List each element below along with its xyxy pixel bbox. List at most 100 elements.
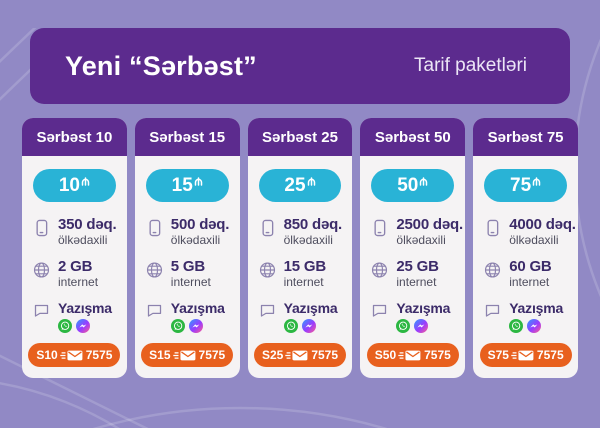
- internet-value: 2 GB: [58, 257, 93, 275]
- phone-icon: [258, 217, 277, 239]
- whatsapp-icon: [284, 319, 298, 333]
- manat-icon: [532, 177, 541, 186]
- chat-icon: [483, 301, 502, 319]
- tariff-name: Sərbəst 15: [134, 118, 240, 156]
- sms-envelope-icon: [285, 349, 309, 362]
- messenger-icon: [527, 319, 541, 333]
- minutes-feature: 500 dəq. ölkədaxili: [145, 216, 231, 249]
- internet-feature: 5 GB internet: [145, 258, 231, 291]
- globe-icon: [370, 259, 389, 281]
- globe-icon: [258, 259, 277, 281]
- minutes-note: ölkədaxili: [396, 233, 446, 248]
- chat-icon: [145, 301, 164, 319]
- sms-order-button[interactable]: S25 7575: [253, 343, 347, 367]
- sms-order-button[interactable]: S50 7575: [366, 343, 459, 367]
- messenger-icon: [414, 319, 428, 333]
- phone-icon: [32, 217, 51, 239]
- messaging-feature: Yazışma: [32, 300, 118, 333]
- sms-number: 7575: [536, 348, 564, 362]
- manat-icon: [419, 177, 428, 186]
- tariff-card-body: 75 4000 dəq. ölkədaxili 60 GB internet: [473, 156, 578, 378]
- price-pill: 15: [145, 169, 229, 202]
- chat-icon: [32, 301, 51, 319]
- internet-note: internet: [509, 275, 550, 290]
- globe-icon: [32, 259, 51, 281]
- messaging-apps: [396, 319, 450, 333]
- messaging-feature: Yazışma: [258, 300, 344, 333]
- sms-order-button[interactable]: S15 7575: [141, 343, 234, 367]
- tariff-card-body: 25 850 dəq. ölkədaxili 15 GB internet: [248, 156, 353, 378]
- internet-note: internet: [283, 275, 324, 290]
- header-panel: Yeni “Sərbəst” Tarif paketləri: [30, 28, 570, 104]
- minutes-feature: 2500 dəq. ölkədaxili: [370, 216, 463, 249]
- messenger-icon: [302, 319, 316, 333]
- price-pill: 50: [371, 169, 455, 202]
- sms-order-button[interactable]: S75 7575: [479, 343, 572, 367]
- tariff-name: Sərbəst 10: [22, 118, 127, 156]
- minutes-note: ölkədaxili: [170, 233, 221, 248]
- tariff-cards-row: Sərbəst 10 10 350 dəq. ölkədaxili 2 GB i…: [22, 118, 578, 378]
- tariff-card: Sərbəst 75 75 4000 dəq. ölkədaxili 60 GB…: [473, 118, 578, 378]
- messaging-feature: Yazışma: [370, 300, 456, 333]
- whatsapp-icon: [58, 319, 72, 333]
- messaging-label: Yazışma: [283, 299, 338, 316]
- internet-value: 5 GB: [170, 257, 206, 275]
- whatsapp-icon: [171, 319, 185, 333]
- messaging-feature: Yazışma: [145, 300, 231, 333]
- internet-value: 15 GB: [283, 257, 327, 275]
- sms-envelope-icon: [398, 349, 422, 362]
- minutes-note: ölkədaxili: [509, 233, 559, 248]
- sms-order-button[interactable]: S10 7575: [28, 343, 121, 367]
- messaging-apps: [58, 319, 112, 333]
- messaging-label: Yazışma: [396, 299, 451, 316]
- messaging-label: Yazışma: [58, 299, 112, 316]
- internet-feature: 60 GB internet: [483, 258, 569, 291]
- internet-feature: 15 GB internet: [258, 258, 344, 291]
- chat-icon: [258, 301, 277, 319]
- sms-code: S10: [36, 348, 58, 362]
- tariff-card: Sərbəst 50 50 2500 dəq. ölkədaxili 25 GB…: [360, 118, 466, 378]
- sms-code: S75: [487, 348, 509, 362]
- price-pill: 10: [33, 169, 116, 202]
- sms-code: S50: [374, 348, 397, 362]
- sms-envelope-icon: [511, 349, 535, 362]
- messaging-apps: [284, 319, 338, 333]
- price-value: 50: [397, 174, 419, 196]
- minutes-note: ölkədaxili: [283, 233, 333, 248]
- sms-number: 7575: [311, 348, 339, 362]
- messaging-apps: [171, 319, 225, 333]
- tariff-name: Sərbəst 25: [247, 118, 353, 156]
- minutes-value: 2500 dəq.: [396, 216, 463, 233]
- manat-icon: [81, 177, 90, 186]
- phone-icon: [370, 217, 389, 239]
- messenger-icon: [76, 319, 90, 333]
- phone-icon: [145, 217, 164, 239]
- manat-icon: [194, 177, 203, 186]
- minutes-value: 850 dəq.: [283, 216, 343, 233]
- messenger-icon: [189, 319, 203, 333]
- sms-envelope-icon: [60, 349, 84, 362]
- tariff-card-body: 50 2500 dəq. ölkədaxili 25 GB internet: [360, 156, 465, 378]
- messaging-label: Yazışma: [509, 299, 564, 316]
- internet-note: internet: [58, 275, 99, 290]
- page-subtitle: Tarif paketləri: [414, 55, 527, 76]
- whatsapp-icon: [509, 319, 523, 333]
- tariff-name: Sərbəst 75: [473, 118, 578, 156]
- messaging-apps: [509, 319, 563, 333]
- sms-number: 7575: [424, 348, 451, 362]
- tariff-card-body: 15 500 dəq. ölkədaxili 5 GB internet: [135, 156, 240, 378]
- minutes-value: 4000 dəq.: [509, 216, 576, 233]
- sms-number: 7575: [198, 348, 226, 362]
- minutes-note: ölkədaxili: [58, 233, 108, 248]
- messaging-label: Yazışma: [170, 299, 225, 316]
- tariff-card: Sərbəst 15 15 500 dəq. ölkədaxili 5 GB i…: [134, 118, 240, 378]
- tariff-card-body: 10 350 dəq. ölkədaxili 2 GB internet: [22, 156, 127, 378]
- sms-code: S15: [149, 348, 171, 362]
- tariff-card: Sərbəst 25 25 850 dəq. ölkədaxili 15 GB …: [247, 118, 353, 378]
- price-value: 75: [510, 174, 532, 196]
- sms-envelope-icon: [173, 349, 197, 362]
- price-pill: 25: [258, 169, 342, 202]
- sms-number: 7575: [85, 348, 113, 362]
- internet-value: 25 GB: [396, 257, 439, 275]
- price-value: 10: [58, 174, 80, 196]
